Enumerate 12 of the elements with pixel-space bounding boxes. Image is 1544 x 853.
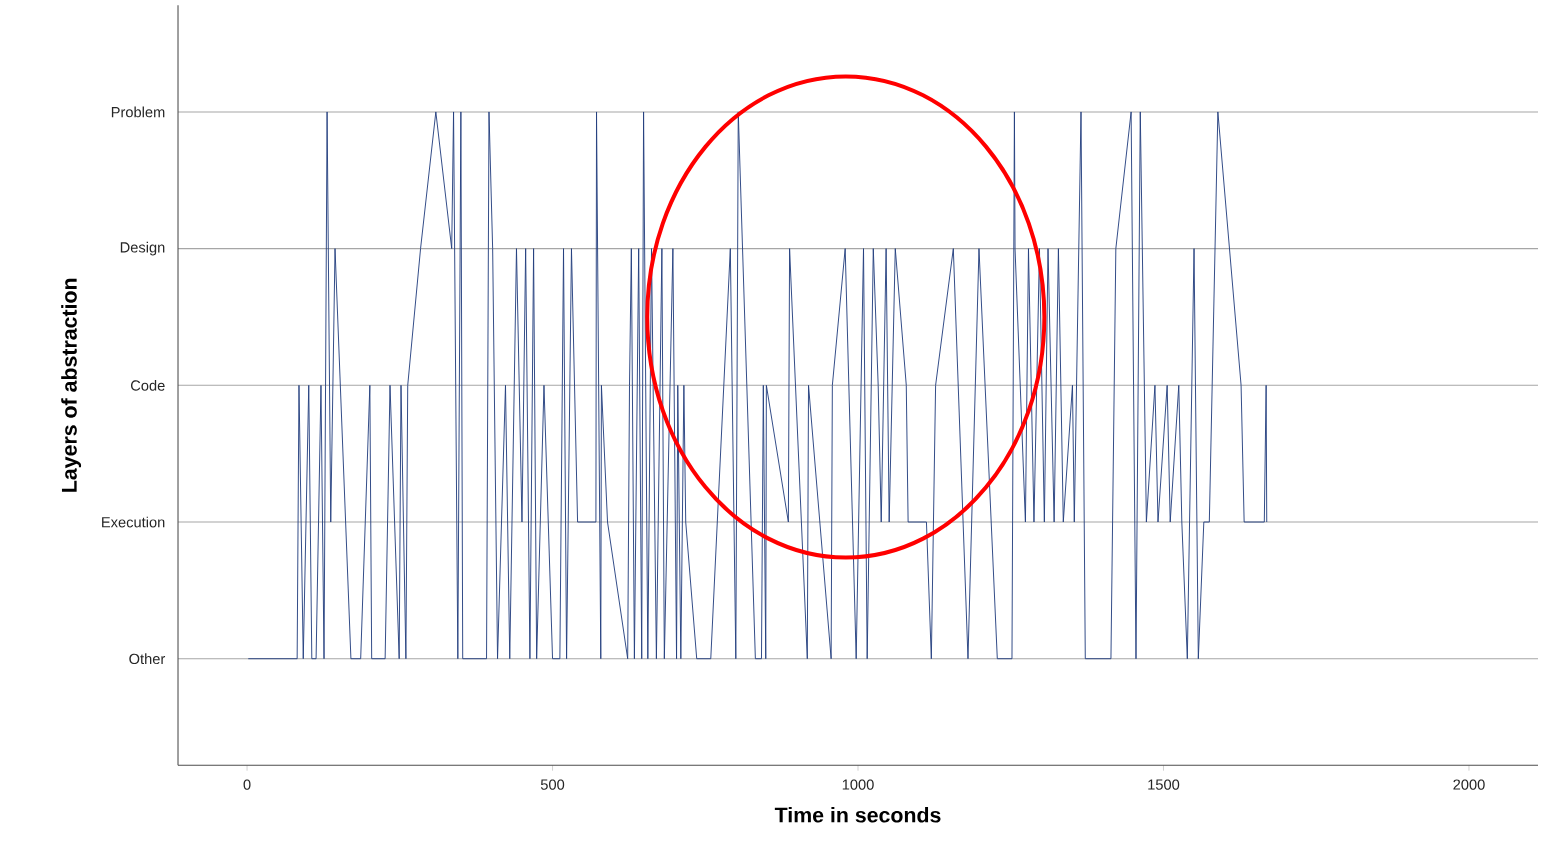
x-tick-label: 0 [243, 779, 251, 790]
category-label: Code [130, 379, 165, 391]
x-axis-title: Time in seconds [774, 806, 941, 823]
category-label: Design [120, 241, 165, 256]
category-label: Problem [111, 106, 165, 118]
x-tick-label: 500 [540, 779, 565, 790]
x-tick-label: 1500 [1148, 779, 1180, 790]
x-tick-label: 1000 [842, 779, 874, 790]
category-label: Other [129, 653, 166, 664]
y-axis-title: Layers of abstraction [61, 278, 82, 492]
x-tick-label: 2000 [1453, 779, 1485, 790]
category-label: Execution [102, 516, 165, 528]
